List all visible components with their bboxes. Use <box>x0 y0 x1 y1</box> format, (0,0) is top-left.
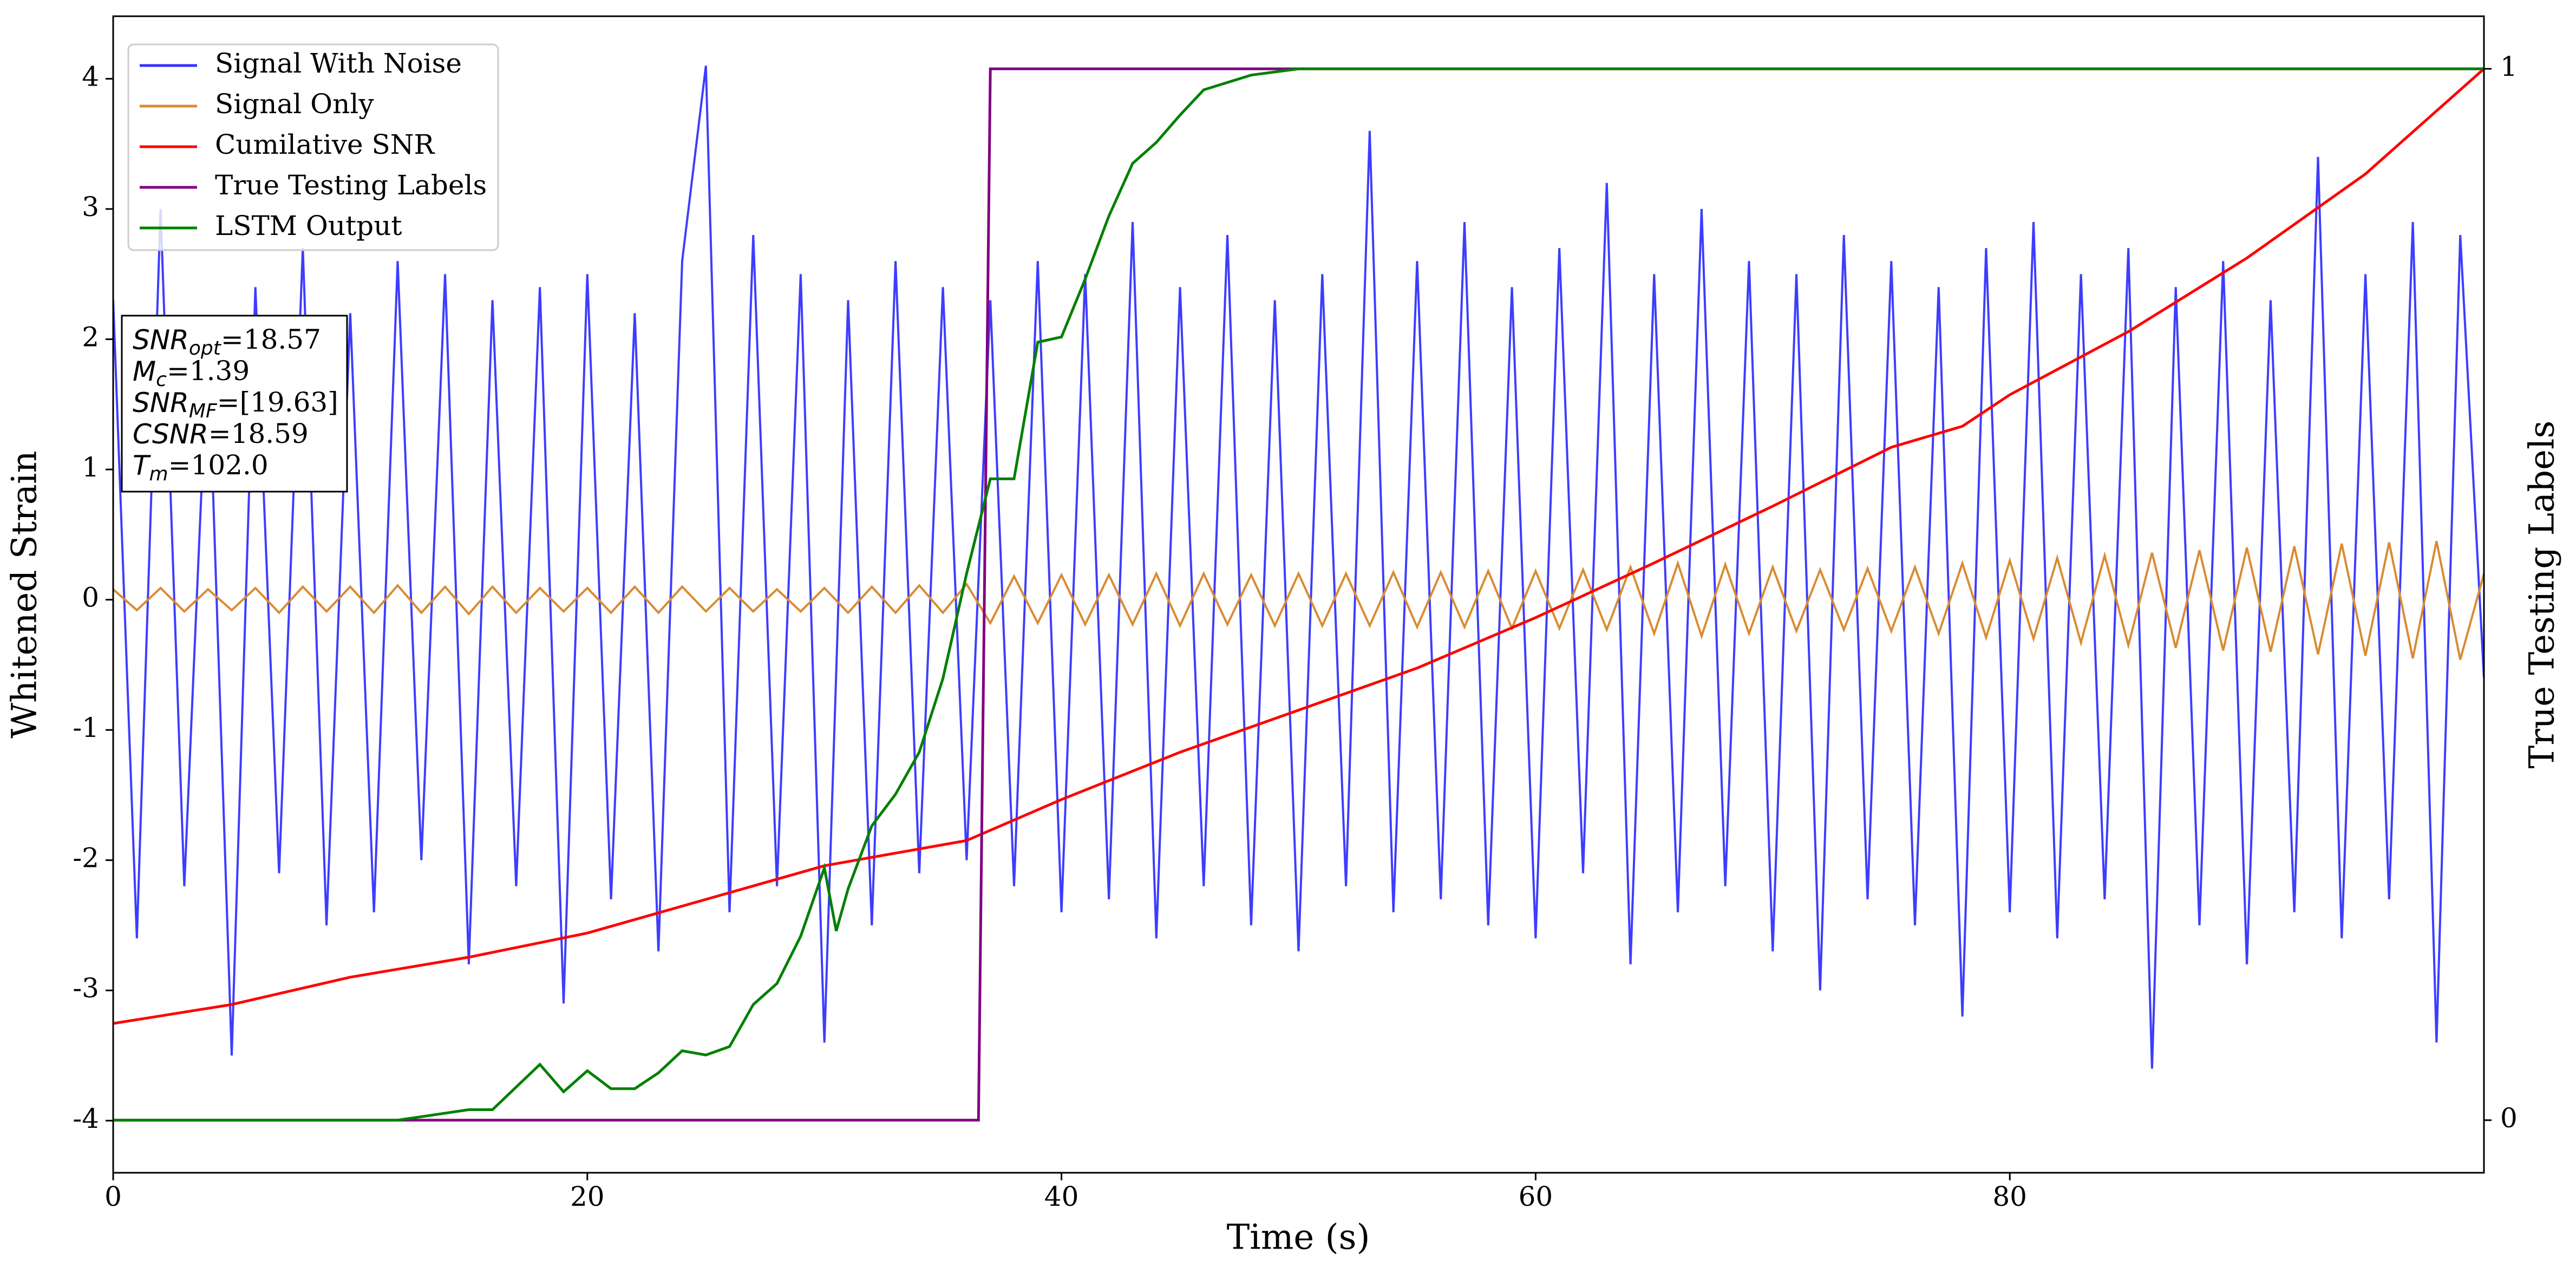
legend-label: Cumilative SNR <box>215 129 435 160</box>
x-tick-label: 20 <box>570 1181 605 1212</box>
annotation-box <box>121 315 348 493</box>
y-tick-label: 1 <box>82 452 99 483</box>
annotation-subscript: c <box>156 369 167 391</box>
x-tick-label: 40 <box>1044 1181 1079 1212</box>
annotation-line: Mc=1.39 <box>133 355 250 391</box>
y2-tick-label: 1 <box>2500 51 2518 82</box>
annotation-symbol: SNR <box>133 387 189 419</box>
annotation-symbol: T <box>133 450 151 481</box>
y-tick-label: -1 <box>73 712 99 743</box>
y-tick-label: -4 <box>73 1103 99 1134</box>
y-tick-label: 4 <box>82 61 99 92</box>
y-tick-label: -2 <box>73 842 99 874</box>
annotation-line: Tm=102.0 <box>133 449 269 485</box>
annotation-symbol: M <box>133 356 156 387</box>
annotation: SNRopt=18.57Mc=1.39SNRMF=[19.63]CSNR=18.… <box>121 315 348 493</box>
annotation-value: =102.0 <box>168 449 269 481</box>
y2-axis-label: True Testing Labels <box>2522 421 2562 769</box>
annotation-subscript: opt <box>189 337 222 360</box>
annotation-value: =1.39 <box>167 355 250 387</box>
x-axis-label: Time (s) <box>1227 1218 1370 1258</box>
x-tick-label: 0 <box>104 1181 122 1212</box>
annotation-value: =18.59 <box>208 418 309 449</box>
series-line <box>113 541 2484 660</box>
annotation-line: SNRopt=18.57 <box>133 324 321 360</box>
y-tick-label: 3 <box>82 191 99 223</box>
annotation-line: SNRMF=[19.63] <box>133 387 338 422</box>
legend-box <box>127 43 499 251</box>
annotation-symbol: SNR <box>133 324 189 356</box>
y-tick-label: -3 <box>73 972 99 1004</box>
annotation-subscript: MF <box>189 400 218 422</box>
annotation-symbol: CSNR <box>133 419 208 450</box>
y2-tick-label: 0 <box>2500 1102 2518 1134</box>
x-tick-label: 60 <box>1519 1181 1553 1212</box>
y-tick-label: 2 <box>82 322 99 353</box>
y-axis-label: Whitened Strain <box>5 450 45 738</box>
annotation-line: CSNR=18.59 <box>133 418 309 450</box>
plot-area <box>113 66 2484 1122</box>
series-line <box>113 66 2484 1069</box>
legend: Signal With Noise Signal Only Cumilative S… <box>127 43 499 251</box>
annotation-value: =18.57 <box>221 324 321 355</box>
annotation-subscript: m <box>149 463 168 485</box>
y-tick-label: 0 <box>82 582 99 613</box>
legend-label: Signal With Noise <box>215 48 462 79</box>
x-tick-label: 80 <box>1992 1181 2027 1212</box>
legend-label: True Testing Labels <box>215 169 487 201</box>
series-line <box>113 67 2484 1122</box>
annotation-value: =[19.63] <box>217 387 338 418</box>
legend-label: LSTM Output <box>215 210 402 241</box>
plot-frame <box>112 15 2485 1174</box>
legend-label: Signal Only <box>215 88 374 120</box>
series-line <box>113 68 2484 1025</box>
